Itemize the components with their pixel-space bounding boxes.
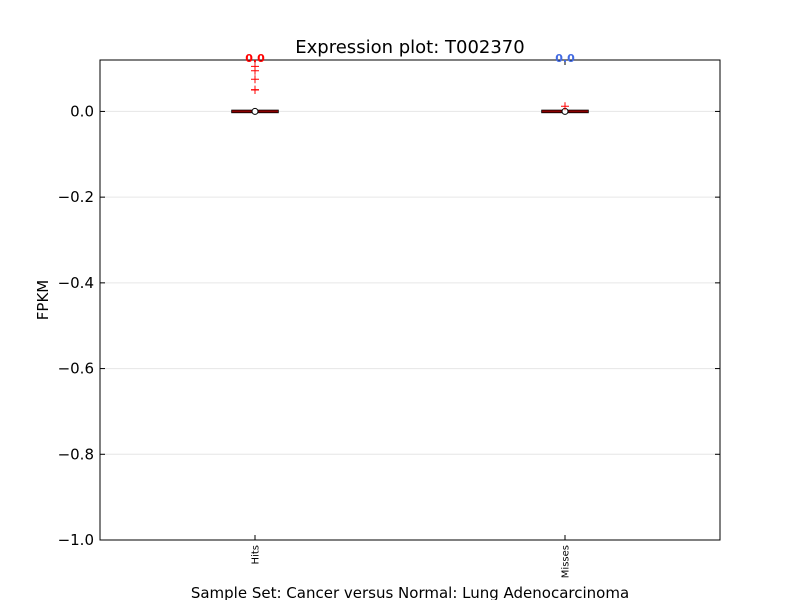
boxes: 0.0 0.0 bbox=[231, 52, 589, 115]
median-value-label: 0.0 bbox=[555, 52, 575, 65]
y-axis-ticks: 0.0 −0.2 −0.4 −0.6 −0.8 −1.0 bbox=[58, 102, 720, 549]
plot-area-frame bbox=[99, 59, 721, 541]
y-tick-label: −0.8 bbox=[58, 445, 94, 463]
outlier-point bbox=[561, 102, 569, 111]
outlier-point bbox=[251, 85, 259, 94]
grid-lines bbox=[100, 110, 720, 455]
x-axis-ticks: Hits Misses bbox=[251, 60, 572, 578]
outlier-point bbox=[251, 62, 259, 71]
y-tick-label: −1.0 bbox=[58, 531, 94, 549]
y-axis-label: FPKM bbox=[34, 280, 52, 320]
y-tick-label: 0.0 bbox=[70, 102, 94, 120]
x-axis-label: Sample Set: Cancer versus Normal: Lung A… bbox=[191, 584, 629, 600]
chart-title: Expression plot: T002370 bbox=[295, 37, 524, 58]
y-tick-label: −0.2 bbox=[58, 188, 94, 206]
box-misses: 0.0 bbox=[541, 52, 589, 115]
y-tick-label: −0.4 bbox=[58, 274, 94, 292]
box-hits: 0.0 bbox=[231, 52, 279, 115]
y-tick-label: −0.6 bbox=[58, 360, 94, 378]
outlier-point bbox=[251, 75, 259, 84]
x-category-label: Misses bbox=[561, 545, 572, 578]
x-category-label: Hits bbox=[251, 545, 262, 564]
mean-marker bbox=[251, 107, 259, 115]
median-value-label: 0.0 bbox=[245, 52, 265, 65]
